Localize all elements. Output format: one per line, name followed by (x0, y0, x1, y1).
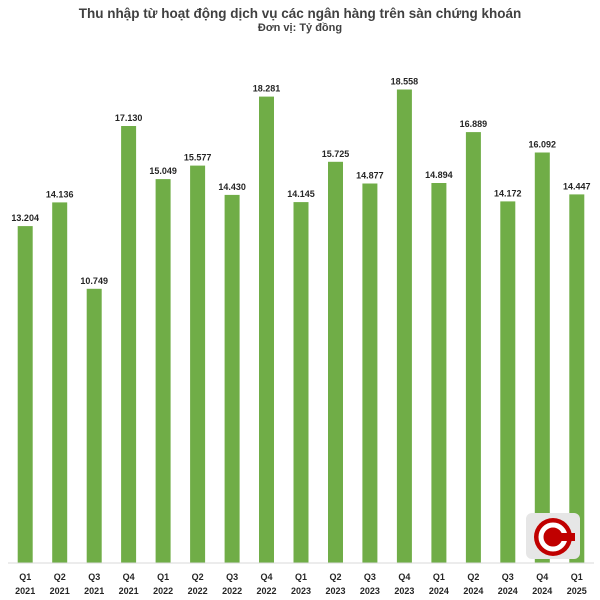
data-label: 18.558 (391, 77, 419, 87)
x-tick-label-year: 2022 (256, 586, 276, 596)
cafef-logo-icon (526, 513, 580, 559)
x-tick-label-year: 2021 (15, 586, 35, 596)
data-label: 18.281 (253, 84, 281, 94)
x-tick-label-quarter: Q2 (192, 572, 204, 582)
bar (86, 288, 102, 563)
bar (328, 161, 343, 564)
x-tick-label-quarter: Q2 (467, 572, 479, 582)
x-tick-label-year: 2021 (119, 586, 139, 596)
x-tick-label-quarter: Q4 (536, 572, 548, 582)
x-tick-label-quarter: Q3 (502, 572, 514, 582)
data-label: 15.577 (184, 153, 212, 163)
x-tick-label-year: 2023 (325, 586, 345, 596)
bar (224, 194, 240, 563)
bar (396, 89, 412, 563)
x-tick-label-year: 2021 (84, 586, 104, 596)
chart-title: Thu nhập từ hoạt động dịch vụ các ngân h… (78, 6, 522, 21)
data-label: 14.172 (494, 188, 522, 198)
bar (155, 179, 171, 563)
x-tick-label-year: 2024 (429, 586, 449, 596)
x-tick-label-year: 2024 (532, 586, 552, 596)
x-tick-label-year: 2023 (360, 586, 380, 596)
x-tick-label-year: 2023 (291, 586, 311, 596)
x-tick-label-quarter: Q1 (295, 572, 307, 582)
x-tick-label-quarter: Q4 (398, 572, 410, 582)
x-tick-label-quarter: Q1 (157, 572, 169, 582)
data-label: 15.049 (149, 166, 177, 176)
x-tick-label-quarter: Q1 (433, 572, 445, 582)
x-tick-label-year: 2022 (153, 586, 173, 596)
data-label: 14.894 (425, 170, 453, 180)
x-tick-label-year: 2024 (463, 586, 483, 596)
bar (293, 202, 309, 563)
x-tick-label-quarter: Q3 (88, 572, 100, 582)
data-label: 16.889 (460, 119, 488, 129)
x-tick-label-quarter: Q3 (226, 572, 238, 582)
data-label: 10.749 (80, 276, 108, 286)
bar (52, 202, 68, 563)
bar (500, 201, 516, 563)
chart-subtitle: Đơn vị: Tỷ đồng (257, 22, 343, 34)
bar (431, 183, 447, 563)
x-tick-label-year: 2025 (567, 586, 587, 596)
x-tick-label-quarter: Q4 (123, 572, 135, 582)
bar (534, 152, 550, 563)
x-tick-label-quarter: Q3 (364, 572, 376, 582)
x-tick-label-year: 2021 (50, 586, 70, 596)
data-label: 14.136 (46, 189, 74, 199)
x-tick-label-year: 2022 (188, 586, 208, 596)
x-tick-label-year: 2022 (222, 586, 242, 596)
data-label: 14.447 (563, 181, 591, 191)
bar (190, 165, 206, 563)
data-label: 17.130 (115, 113, 143, 123)
bar (259, 96, 274, 563)
x-tick-label-year: 2024 (498, 586, 518, 596)
bar (17, 226, 33, 563)
x-tick-label-quarter: Q1 (571, 572, 583, 582)
bar (121, 126, 137, 563)
bar (362, 183, 378, 563)
data-label: 13.204 (11, 213, 39, 223)
data-label: 14.877 (356, 171, 384, 181)
data-label: 14.145 (287, 189, 315, 199)
bar (465, 132, 481, 563)
data-label: 15.725 (322, 149, 350, 159)
x-tick-label-year: 2023 (394, 586, 414, 596)
x-tick-label-quarter: Q2 (329, 572, 341, 582)
x-tick-label-quarter: Q1 (19, 572, 31, 582)
data-label: 16.092 (529, 140, 557, 150)
x-tick-label-quarter: Q4 (260, 572, 272, 582)
bar (569, 194, 585, 563)
x-tick-label-quarter: Q2 (54, 572, 66, 582)
data-label: 14.430 (218, 182, 246, 192)
